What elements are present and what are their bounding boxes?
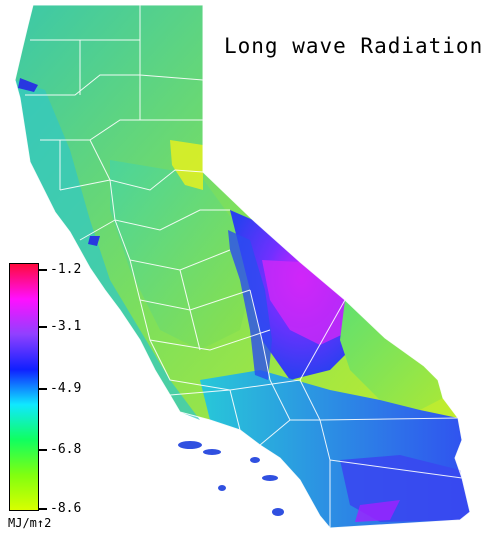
legend-tick (39, 326, 47, 328)
map-title: Long wave Radiation (224, 34, 484, 58)
mojave-east (340, 300, 443, 410)
legend-tick-label: -8.6 (50, 501, 82, 516)
legend-tick (39, 449, 47, 451)
northeast-plateau (170, 140, 203, 190)
county-boundaries (14, 4, 471, 529)
owens-valley (262, 260, 352, 345)
channel-islands (178, 441, 284, 516)
legend-tick-label: -6.8 (50, 442, 82, 457)
legend-unit: MJ/m↑2 (8, 516, 52, 530)
legend-tick-label: -4.9 (50, 381, 82, 396)
legend-tick-label: -3.1 (50, 319, 82, 334)
legend-tick (39, 269, 47, 271)
sierra-band (228, 230, 272, 380)
central-valley (110, 160, 250, 350)
coastal-region (15, 80, 200, 420)
north-coast-spot (18, 78, 38, 92)
legend-tick (39, 508, 47, 510)
legend-tick (39, 388, 47, 390)
salton-low (355, 500, 400, 522)
legend-color-bar (9, 263, 39, 511)
bay-area-spot (88, 236, 100, 246)
legend-tick-label: -1.2 (50, 262, 82, 277)
